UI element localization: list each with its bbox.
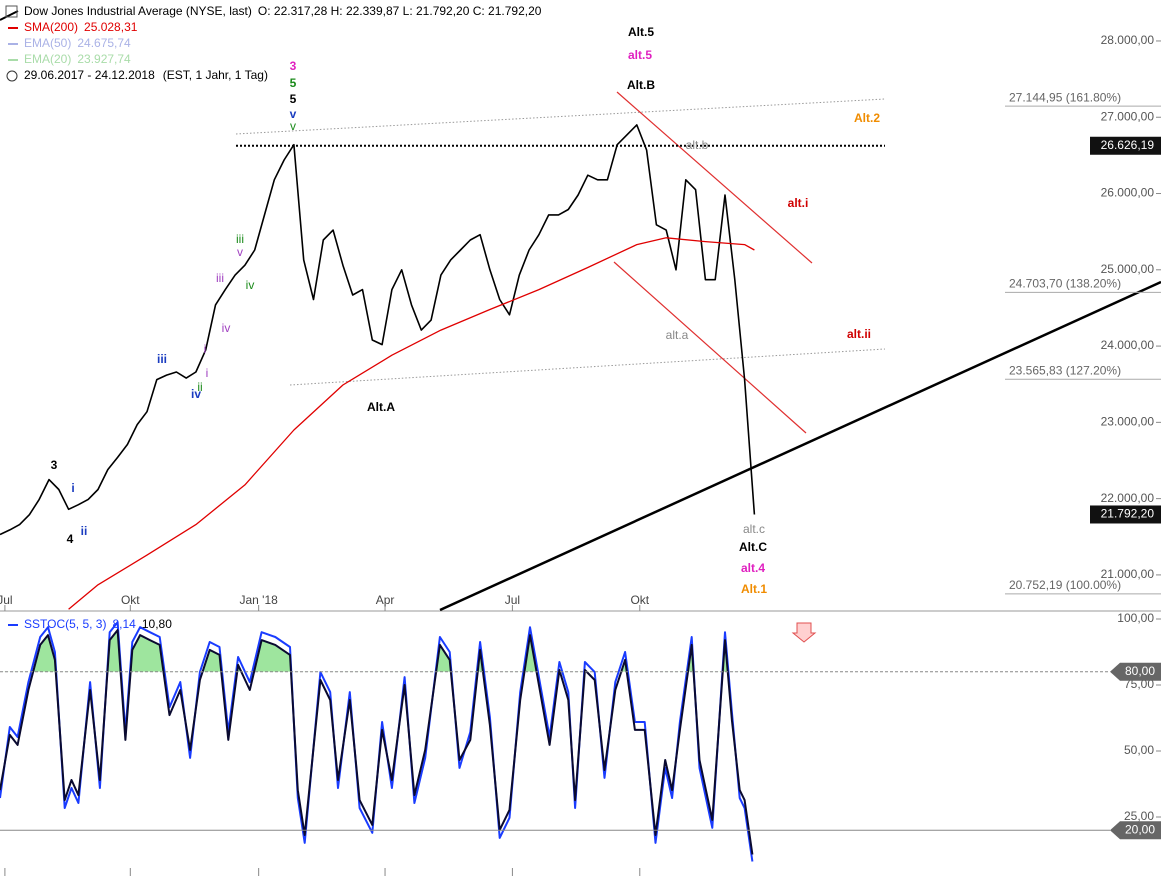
wave-label: v	[237, 245, 243, 259]
level-box	[1110, 821, 1161, 840]
y-tick-label: 27.000,00	[1101, 109, 1155, 123]
legend-entry: EMA(50) 24.675,74	[24, 36, 131, 50]
fib-label: 24.703,70 (138.20%)	[1009, 277, 1121, 291]
wave-label: alt.b	[686, 138, 709, 152]
wave-label: 5	[290, 76, 297, 90]
wave-label: iv	[222, 321, 231, 335]
fib-label: 27.144,95 (161.80%)	[1009, 90, 1121, 104]
y-tick-label: 50,00	[1124, 743, 1154, 757]
wave-label: alt.a	[666, 328, 689, 342]
legend-icon	[5, 5, 18, 18]
sma-line	[68, 237, 755, 610]
wave-label: i	[206, 366, 209, 380]
wave-label: i	[204, 342, 207, 356]
y-tick-label: 26.000,00	[1101, 186, 1155, 200]
stoch-plot	[0, 621, 754, 862]
wave-label: Alt.C	[739, 540, 767, 554]
wave-label: Alt.A	[367, 400, 395, 414]
level-box	[1110, 662, 1161, 681]
x-tick-label: Jul	[505, 593, 520, 607]
trend-line	[439, 280, 1161, 611]
y-tick-label: 25.000,00	[1101, 262, 1155, 276]
down-arrow-icon	[791, 622, 817, 643]
x-tick-label: Jan '18	[239, 593, 278, 607]
y-tick-label: 21.000,00	[1101, 567, 1155, 581]
x-tick-label: Jul	[0, 593, 13, 607]
stoch-d-line	[0, 629, 754, 855]
legend-entry: SMA(200) 25.028,31	[24, 20, 138, 34]
date-range: 29.06.2017 - 24.12.2018	[24, 68, 155, 82]
wave-label: Alt.B	[627, 78, 655, 92]
price-marker-box	[1090, 136, 1161, 155]
level-label: 20,00	[1125, 822, 1155, 836]
y-tick-label: 28.000,00	[1101, 33, 1155, 47]
period: 29.06.2017 - 24.12.2018 (EST, 1 Jahr, 1 T…	[24, 68, 268, 82]
channel-line	[613, 261, 807, 434]
wave-label: 5	[290, 92, 297, 106]
x-tick-label: Apr	[376, 593, 395, 607]
fib-label: 20.752,19 (100.00%)	[1009, 578, 1121, 592]
wave-label: alt.4	[741, 561, 765, 575]
y-tick-label: 24.000,00	[1101, 338, 1155, 352]
wave-label: i	[71, 481, 74, 495]
wave-label: ii	[81, 524, 88, 538]
wave-label: 4	[67, 532, 74, 546]
price-marker-box	[1090, 505, 1161, 524]
y-tick-label: 25,00	[1124, 809, 1154, 823]
wave-label: alt.ii	[847, 327, 871, 341]
wave-label: alt.c	[743, 522, 765, 536]
legend-entry: EMA(20) 23.927,74	[24, 52, 131, 66]
instrument-name: Dow Jones Industrial Average (NYSE, last…	[24, 4, 252, 18]
wave-label: alt.i	[788, 196, 809, 210]
price-plot	[0, 10, 1161, 611]
legend-value: 24.675,74	[77, 36, 131, 50]
wave-label: ii	[197, 380, 202, 394]
overbought-fill	[0, 630, 753, 672]
legend-name: SMA(200)	[24, 20, 78, 34]
y-tick-label: 100,00	[1117, 611, 1154, 625]
x-tick-label: Okt	[121, 593, 140, 607]
y-tick-label: 23.000,00	[1101, 415, 1155, 429]
price-marker-label: 26.626,19	[1101, 138, 1155, 152]
legend-title: Dow Jones Industrial Average (NYSE, last…	[24, 4, 542, 18]
wave-label: v	[290, 119, 296, 133]
trend-line	[0, 10, 19, 21]
period-note: (EST, 1 Jahr, 1 Tag)	[163, 68, 268, 82]
level-label: 80,00	[1125, 664, 1155, 678]
y-tick-label: 22.000,00	[1101, 491, 1155, 505]
legend-name: EMA(50)	[24, 36, 71, 50]
indicator-name: SSTOC(5, 5, 3)	[24, 617, 106, 631]
wave-label: iii	[216, 271, 224, 285]
clock-icon	[6, 70, 18, 82]
wave-label: v	[290, 107, 297, 121]
wave-label: iv	[246, 278, 255, 292]
d-value: 10,80	[142, 617, 172, 631]
legend-value: 23.927,74	[77, 52, 131, 66]
k-value: 8,14	[112, 617, 136, 631]
x-tick-label: Okt	[630, 593, 649, 607]
stoch-legend: SSTOC(5, 5, 3) 8,14 10,80	[24, 617, 172, 631]
channel-line	[616, 91, 813, 264]
ohlc: O: 22.317,28 H: 22.339,87 L: 21.792,20 C…	[258, 4, 542, 18]
wave-label: iii	[236, 232, 244, 246]
wave-label: 3	[51, 458, 58, 472]
wave-label: alt.5	[628, 48, 652, 62]
wave-label: iii	[157, 352, 167, 366]
resistance-dotted	[235, 98, 886, 135]
wave-label: Alt.2	[854, 111, 880, 125]
legend-name: EMA(20)	[24, 52, 71, 66]
wave-label: 3	[290, 59, 297, 73]
price-line	[0, 124, 756, 536]
wave-label: Alt.5	[628, 25, 654, 39]
fib-label: 23.565,83 (127.20%)	[1009, 363, 1121, 377]
legend-value: 25.028,31	[84, 20, 138, 34]
price-marker-label: 21.792,20	[1101, 507, 1155, 521]
wave-label: iv	[191, 387, 201, 401]
wave-label: Alt.1	[741, 582, 767, 596]
support-dotted	[289, 348, 886, 386]
